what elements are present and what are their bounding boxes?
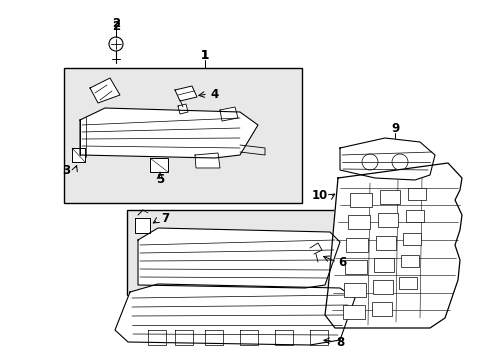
Bar: [373, 258, 393, 272]
Text: 6: 6: [337, 256, 346, 269]
Polygon shape: [72, 148, 85, 162]
Text: 2: 2: [112, 17, 120, 30]
Bar: [347, 215, 369, 229]
Bar: [342, 305, 364, 319]
Bar: [371, 302, 391, 316]
Bar: [345, 260, 366, 274]
Text: 1: 1: [201, 49, 209, 62]
Polygon shape: [80, 108, 258, 158]
Polygon shape: [175, 330, 193, 345]
Bar: [375, 236, 395, 250]
Text: 2: 2: [112, 19, 120, 32]
Bar: [64, 68, 302, 203]
Polygon shape: [274, 330, 292, 345]
Bar: [346, 238, 367, 252]
Text: 10: 10: [311, 189, 327, 202]
Polygon shape: [175, 86, 197, 101]
Polygon shape: [148, 330, 165, 345]
Polygon shape: [339, 138, 434, 180]
Bar: [379, 190, 399, 204]
Bar: [398, 277, 416, 289]
Polygon shape: [325, 163, 461, 328]
Bar: [405, 210, 423, 222]
Polygon shape: [135, 218, 150, 233]
Bar: [400, 255, 418, 267]
Text: 8: 8: [335, 336, 344, 348]
Bar: [349, 193, 371, 207]
Text: 4: 4: [210, 87, 219, 100]
Polygon shape: [150, 158, 168, 172]
Text: 3: 3: [62, 163, 70, 176]
Text: 9: 9: [390, 122, 398, 135]
Text: 5: 5: [156, 172, 164, 185]
Bar: [343, 283, 365, 297]
Polygon shape: [138, 228, 339, 288]
Polygon shape: [115, 284, 354, 345]
Bar: [402, 233, 420, 245]
Polygon shape: [178, 104, 187, 114]
Polygon shape: [309, 330, 327, 345]
Bar: [127, 210, 356, 295]
Bar: [407, 188, 425, 200]
Bar: [372, 280, 392, 294]
Polygon shape: [195, 153, 220, 168]
Polygon shape: [90, 78, 120, 103]
Polygon shape: [220, 107, 238, 121]
Bar: [377, 213, 397, 227]
Text: 1: 1: [201, 49, 209, 62]
Polygon shape: [204, 330, 223, 345]
Polygon shape: [240, 330, 258, 345]
Text: 7: 7: [161, 212, 169, 225]
